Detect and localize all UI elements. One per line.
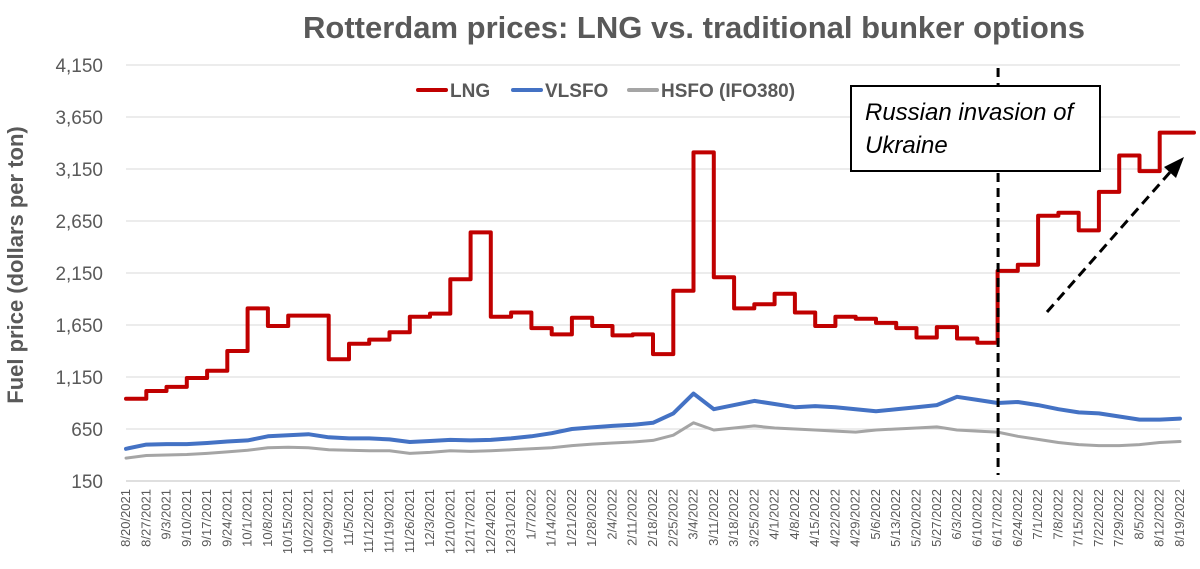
x-tick-label: 7/29/2022 bbox=[1111, 489, 1126, 547]
x-tick-label: 2/25/2022 bbox=[665, 489, 680, 547]
legend: LNG VLSFO HSFO (IFO380) bbox=[416, 81, 795, 102]
y-tick-label: 4,150 bbox=[55, 56, 103, 77]
x-tick-label: 12/3/2021 bbox=[422, 489, 437, 547]
x-tick-label: 10/22/2021 bbox=[300, 489, 315, 554]
y-tick-label: 1,150 bbox=[55, 368, 103, 389]
x-tick-label: 4/22/2022 bbox=[827, 489, 842, 547]
x-tick-label: 1/28/2022 bbox=[584, 489, 599, 547]
series-line-hsfo-ifo380 bbox=[124, 421, 1182, 460]
x-tick-label: 11/26/2021 bbox=[402, 489, 417, 553]
legend-label: LNG bbox=[450, 81, 490, 102]
x-tick-label: 1/14/2022 bbox=[544, 489, 559, 547]
x-tick-label: 8/20/2021 bbox=[118, 489, 133, 547]
chart-title: Rotterdam prices: LNG vs. traditional bu… bbox=[303, 10, 1085, 45]
annotation-text-line: Russian invasion of bbox=[865, 99, 1075, 126]
x-tick-label: 4/1/2022 bbox=[767, 489, 782, 540]
x-tick-label: 5/13/2022 bbox=[888, 489, 903, 547]
x-tick-label: 12/17/2021 bbox=[463, 489, 478, 554]
series-group bbox=[124, 130, 1196, 460]
x-tick-label: 5/20/2022 bbox=[909, 489, 924, 547]
x-tick-label: 4/15/2022 bbox=[807, 489, 822, 547]
y-tick-label: 150 bbox=[71, 472, 103, 493]
x-tick-label: 2/18/2022 bbox=[645, 489, 660, 547]
x-tick-label: 1/7/2022 bbox=[523, 489, 538, 540]
y-tick-label: 3,150 bbox=[55, 160, 103, 181]
x-tick-label: 11/12/2021 bbox=[361, 489, 376, 553]
x-tick-label: 4/29/2022 bbox=[848, 489, 863, 547]
x-tick-label: 12/10/2021 bbox=[442, 489, 457, 554]
legend-label: VLSFO bbox=[545, 81, 608, 102]
annotation-text-line: Ukraine bbox=[865, 132, 948, 159]
x-tick-label: 9/17/2021 bbox=[199, 489, 214, 547]
x-tick-label: 7/15/2022 bbox=[1071, 489, 1086, 547]
x-tick-label: 10/15/2021 bbox=[280, 489, 295, 554]
y-tick-label: 2,650 bbox=[55, 212, 103, 233]
x-tick-label: 3/11/2022 bbox=[706, 489, 721, 546]
x-tick-label: 4/8/2022 bbox=[787, 489, 802, 540]
x-tick-label: 6/17/2022 bbox=[990, 489, 1005, 547]
series-line-vlsfo bbox=[124, 391, 1182, 451]
y-axis-label: Fuel price (dollars per ton) bbox=[3, 126, 28, 403]
x-tick-label: 8/27/2021 bbox=[138, 489, 153, 547]
x-tick-label: 10/29/2021 bbox=[321, 489, 336, 554]
x-tick-label: 3/18/2022 bbox=[726, 489, 741, 547]
gridlines bbox=[126, 64, 1180, 482]
y-tick-label: 1,650 bbox=[55, 316, 103, 337]
x-tick-label: 7/22/2022 bbox=[1091, 489, 1106, 547]
trend-arrow-head bbox=[1164, 157, 1184, 178]
x-tick-label: 9/24/2021 bbox=[219, 489, 234, 547]
x-tick-label: 2/11/2022 bbox=[625, 489, 640, 546]
x-tick-label: 5/27/2022 bbox=[929, 489, 944, 547]
x-tick-label: 3/4/2022 bbox=[686, 489, 701, 540]
x-tick-label: 1/21/2022 bbox=[564, 489, 579, 547]
y-tick-label: 650 bbox=[71, 420, 103, 441]
y-tick-label: 3,650 bbox=[55, 108, 103, 129]
x-tick-label: 12/31/2021 bbox=[503, 489, 518, 554]
x-tick-label: 8/19/2022 bbox=[1172, 489, 1187, 547]
x-tick-label: 10/8/2021 bbox=[260, 489, 275, 547]
x-axis-ticks: 8/20/2021 8/27/2021 9/3/2021 9/10/2021 9/17/… bbox=[118, 489, 1187, 554]
x-tick-label: 6/24/2022 bbox=[1010, 489, 1025, 547]
x-tick-label: 11/19/2021 bbox=[382, 489, 397, 553]
x-tick-label: 7/1/2022 bbox=[1030, 489, 1045, 540]
y-tick-label: 2,150 bbox=[55, 264, 103, 285]
x-tick-label: 6/3/2022 bbox=[949, 489, 964, 540]
x-tick-label: 10/1/2021 bbox=[240, 489, 255, 547]
x-tick-label: 9/10/2021 bbox=[179, 489, 194, 547]
legend-label: HSFO (IFO380) bbox=[661, 81, 795, 102]
x-tick-label: 12/24/2021 bbox=[483, 489, 498, 554]
x-tick-label: 8/12/2022 bbox=[1152, 489, 1167, 547]
annotation-group: Russian invasion of Ukraine bbox=[850, 68, 1184, 475]
x-tick-label: 8/5/2022 bbox=[1131, 489, 1146, 540]
x-tick-label: 3/25/2022 bbox=[746, 489, 761, 547]
y-axis-ticks: 4,150 3,650 3,150 2,650 2,150 1,650 1,150 650 15… bbox=[55, 56, 103, 493]
x-tick-label: 5/6/2022 bbox=[868, 489, 883, 540]
x-tick-label: 6/10/2022 bbox=[969, 489, 984, 547]
x-tick-label: 9/3/2021 bbox=[159, 489, 174, 540]
x-tick-label: 11/5/2021 bbox=[341, 489, 356, 546]
x-tick-label: 7/8/2022 bbox=[1050, 489, 1065, 540]
x-tick-label: 2/4/2022 bbox=[604, 489, 619, 540]
annotation-box bbox=[850, 85, 1101, 172]
series-line-lng bbox=[124, 130, 1196, 401]
